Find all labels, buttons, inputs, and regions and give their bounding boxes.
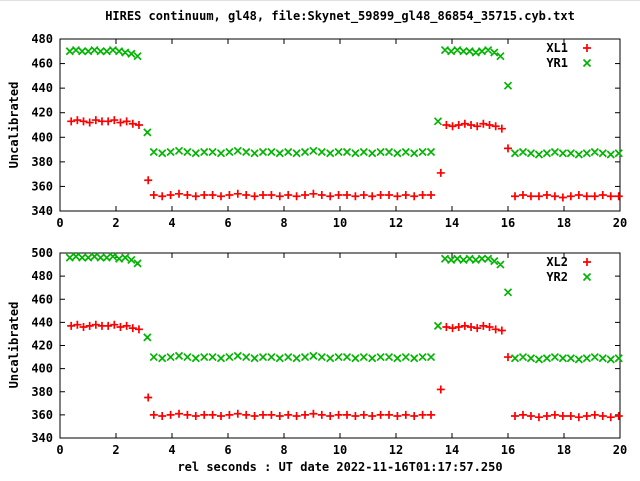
y-tick-label: 360	[31, 408, 53, 422]
y-tick-label: 380	[31, 155, 53, 169]
y-tick-label: 480	[31, 269, 53, 283]
x-tick-label: 16	[501, 216, 515, 230]
legend-marker-YR2	[582, 272, 592, 282]
x-tick-label: 16	[501, 443, 515, 457]
x-tick-label: 2	[112, 216, 119, 230]
series-points-XL2	[67, 320, 623, 422]
plot-border	[59, 38, 621, 212]
legend-label-YR1: YR1	[546, 56, 568, 70]
y-tick-label: 400	[31, 130, 53, 144]
x-tick-label: 20	[613, 216, 627, 230]
x-tick-label: 8	[280, 443, 287, 457]
y-tick-label: 460	[31, 57, 53, 71]
y-tick-label: 400	[31, 362, 53, 376]
x-tick-label: 0	[56, 443, 63, 457]
chart-title: HIRES continuum, gl48, file:Skynet_59899…	[105, 9, 575, 23]
y-tick-label: 340	[31, 431, 53, 445]
x-tick-label: 10	[333, 216, 347, 230]
y-tick-label: 420	[31, 339, 53, 353]
y-tick-label: 440	[31, 81, 53, 95]
legend-marker-XL1	[583, 44, 591, 52]
x-tick-label: 18	[557, 216, 571, 230]
x-tick-label: 14	[445, 443, 459, 457]
legend-label-XL1: XL1	[546, 41, 568, 55]
legend-marker-YR1	[582, 58, 592, 68]
y-tick-label: 440	[31, 315, 53, 329]
y-tick-label: 500	[31, 246, 53, 260]
top-panel: 0 2 4 6 8 10 12 14 16 18 20 340 360 380 400 420 440 460 48…	[31, 32, 627, 230]
x-tick-label: 18	[557, 443, 571, 457]
x-tick-label: 12	[389, 443, 403, 457]
x-tick-label: 0	[56, 216, 63, 230]
y-tick-label: 340	[31, 204, 53, 218]
series-points-YR1	[65, 45, 623, 159]
legend-label-YR2: YR2	[546, 270, 568, 284]
x-tick-label: 2	[112, 443, 119, 457]
series-points-YR2	[65, 252, 623, 364]
bottom-panel: 0 2 4 6 8 10 12 14 16 18 20 340 360 380 400 420 440 460 48…	[31, 246, 627, 457]
y-tick-label: 360	[31, 179, 53, 193]
x-tick-label: 20	[613, 443, 627, 457]
x-tick-label: 14	[445, 216, 459, 230]
series-points-XL1	[67, 116, 623, 202]
plot-border	[59, 252, 621, 439]
x-tick-label: 6	[224, 216, 231, 230]
legend-label-XL2: XL2	[546, 255, 568, 269]
x-tick-label: 6	[224, 443, 231, 457]
legend-marker-XL2	[583, 258, 591, 266]
y-tick-label: 460	[31, 292, 53, 306]
x-tick-label: 12	[389, 216, 403, 230]
x-axis-label: rel seconds : UT date 2022-11-16T01:17:5…	[177, 460, 503, 474]
y-tick-label: 480	[31, 32, 53, 46]
y-tick-label: 380	[31, 385, 53, 399]
x-tick-label: 4	[168, 216, 175, 230]
x-tick-label: 10	[333, 443, 347, 457]
x-tick-label: 4	[168, 443, 175, 457]
y-tick-label: 420	[31, 106, 53, 120]
x-tick-label: 8	[280, 216, 287, 230]
